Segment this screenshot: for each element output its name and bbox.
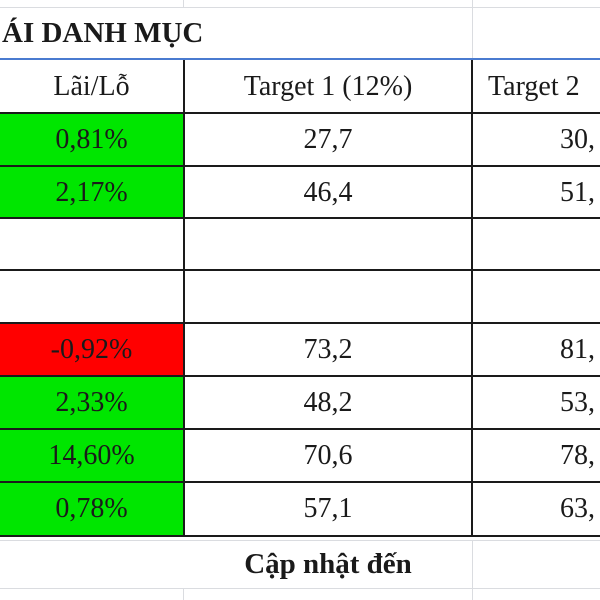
pnl-cell[interactable]: 0,81% bbox=[0, 114, 183, 166]
gridline bbox=[183, 0, 184, 7]
header-target-2[interactable]: Target 2 bbox=[488, 71, 580, 102]
footer-updated-label[interactable]: Cập nhật đến bbox=[244, 547, 412, 580]
target2-cell[interactable]: 81, bbox=[560, 334, 595, 365]
target1-cell[interactable]: 57,1 bbox=[303, 493, 353, 524]
target1-cell[interactable]: 48,2 bbox=[303, 387, 353, 418]
target2-cell[interactable] bbox=[560, 219, 600, 270]
pnl-cell[interactable]: 2,17% bbox=[0, 167, 183, 218]
target1-cell[interactable] bbox=[185, 271, 471, 323]
gridline bbox=[183, 588, 184, 600]
target1-cell[interactable]: 27,7 bbox=[303, 124, 353, 155]
table-border bbox=[0, 165, 600, 167]
pnl-cell[interactable] bbox=[0, 271, 183, 323]
header-target-1[interactable]: Target 1 (12%) bbox=[243, 71, 413, 102]
table-border bbox=[0, 481, 600, 483]
pnl-cell[interactable] bbox=[0, 219, 183, 270]
table-border bbox=[471, 60, 473, 537]
target2-cell[interactable]: 53, bbox=[560, 387, 595, 418]
selection-border bbox=[0, 58, 600, 60]
target1-cell[interactable] bbox=[185, 219, 471, 270]
table-border bbox=[0, 535, 600, 537]
pnl-cell[interactable]: -0,92% bbox=[0, 324, 183, 376]
table-border bbox=[0, 217, 600, 219]
pnl-cell[interactable]: 0,78% bbox=[0, 483, 183, 535]
gridline bbox=[472, 0, 473, 60]
target2-cell[interactable]: 78, bbox=[560, 440, 595, 471]
table-border bbox=[183, 60, 185, 537]
gridline bbox=[0, 588, 600, 589]
table-border bbox=[0, 428, 600, 430]
gridline bbox=[472, 540, 473, 600]
target2-cell[interactable]: 51, bbox=[560, 176, 595, 208]
sheet-title[interactable]: ÁI DANH MỤC bbox=[2, 16, 204, 49]
table-border bbox=[0, 322, 600, 324]
pnl-cell[interactable]: 2,33% bbox=[0, 377, 183, 429]
header-pnl[interactable]: Lãi/Lỗ bbox=[53, 71, 130, 102]
target1-cell[interactable]: 46,4 bbox=[303, 176, 353, 208]
table-border bbox=[0, 375, 600, 377]
target2-cell[interactable] bbox=[560, 271, 600, 323]
target1-cell[interactable]: 73,2 bbox=[303, 334, 353, 365]
target1-cell[interactable]: 70,6 bbox=[303, 440, 353, 471]
target2-cell[interactable]: 63, bbox=[560, 493, 595, 524]
pnl-cell[interactable]: 14,60% bbox=[0, 430, 183, 482]
target2-cell[interactable]: 30, bbox=[560, 124, 595, 155]
table-border bbox=[0, 269, 600, 271]
table-border bbox=[0, 112, 600, 114]
gridline bbox=[0, 7, 600, 8]
gridline bbox=[0, 540, 600, 541]
